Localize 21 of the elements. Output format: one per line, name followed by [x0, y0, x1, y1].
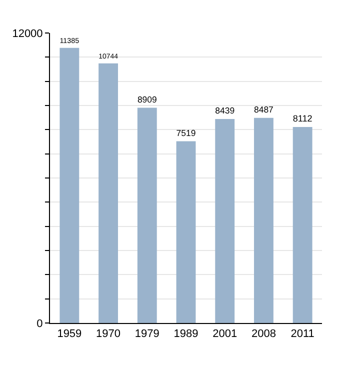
x-tick-label: 2011 — [290, 328, 314, 340]
data-label: 7519 — [176, 128, 196, 138]
y-tick-label: 0 — [36, 318, 43, 330]
bar — [292, 126, 312, 323]
bar — [215, 119, 235, 323]
x-tick-label: 1989 — [174, 328, 198, 340]
bar — [137, 108, 157, 323]
x-tick-label: 2001 — [212, 328, 238, 340]
x-tick-label: 2008 — [251, 328, 276, 340]
bar — [98, 63, 118, 323]
x-tick-label: 1979 — [134, 328, 160, 340]
x-tick-label: 1959 — [57, 328, 82, 340]
data-label: 8487 — [254, 104, 274, 115]
data-label: 8909 — [137, 94, 157, 104]
data-label: 8112 — [292, 113, 312, 124]
bar — [60, 48, 80, 323]
y-tick-label: 12000 — [12, 28, 43, 40]
x-tick-label: 1970 — [96, 328, 121, 340]
data-label: 8439 — [215, 106, 235, 116]
bar — [254, 118, 274, 323]
bar — [176, 141, 196, 323]
